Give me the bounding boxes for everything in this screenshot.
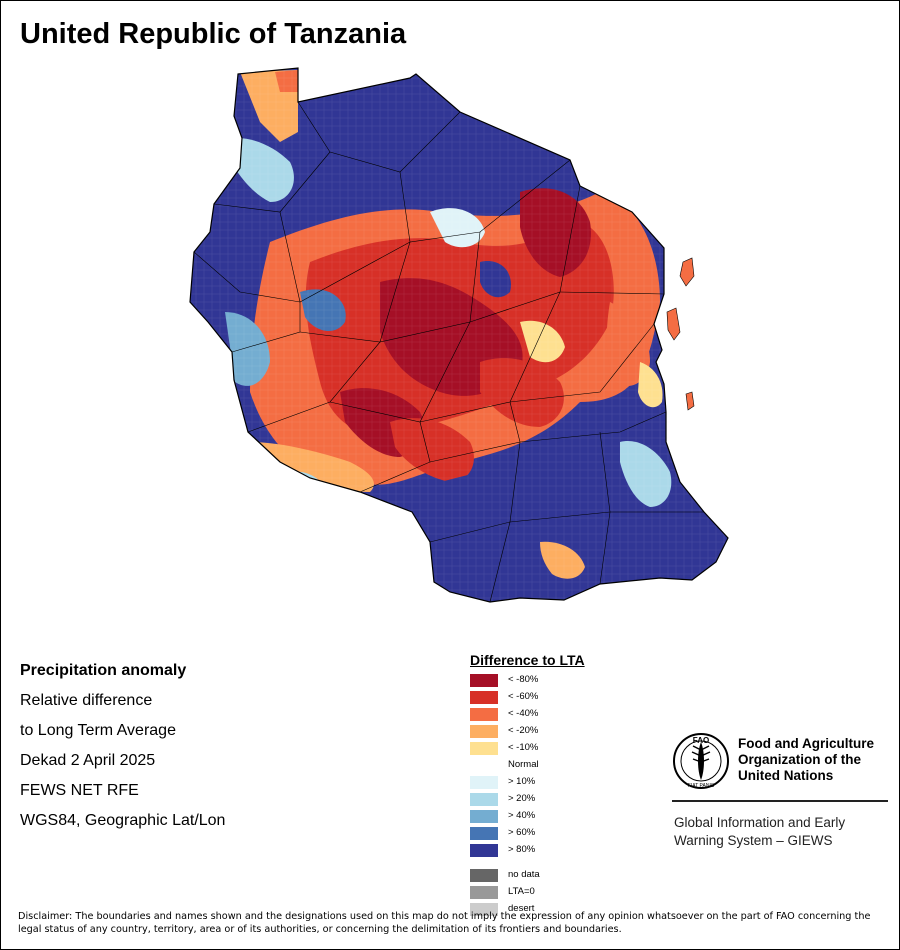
legend-label: > 60%: [508, 827, 536, 838]
map-canvas: [189, 67, 729, 603]
legend-swatch: [470, 674, 498, 687]
info-period: Dekad 2 April 2025: [20, 752, 156, 769]
info-projection: WGS84, Geographic Lat/Lon: [20, 812, 226, 829]
fao-name-line1: Food and Agriculture: [738, 736, 874, 751]
precipitation-anomaly-map: [180, 62, 740, 612]
legend-extra-items: no data LTA=0 desert: [470, 867, 585, 918]
legend-items: < -80% < -60% < -40% < -20% < -10% Normal > 10…: [470, 672, 585, 859]
legend-item: < -10%: [470, 740, 585, 757]
region-boundaries: [193, 101, 704, 603]
legend-label: < -20%: [508, 725, 539, 736]
fao-organization-name: Food and Agriculture Organization of the…: [738, 736, 874, 784]
anomaly-raster: [190, 68, 728, 602]
legend-swatch: [470, 759, 498, 772]
map-title: United Republic of Tanzania: [20, 18, 407, 50]
legend-title: Difference to LTA: [470, 652, 585, 668]
giews-line2: Warning System – GIEWS: [674, 833, 833, 848]
giews-label: Global Information and Early Warning Sys…: [674, 814, 845, 850]
info-source: FEWS NET RFE: [20, 782, 139, 799]
legend-label: > 40%: [508, 810, 536, 821]
legend-swatch: [470, 793, 498, 806]
legend-label: < -60%: [508, 691, 539, 702]
fao-logo-bottom: FIAT PANIS: [688, 783, 715, 789]
legend-swatch: [470, 827, 498, 840]
legend-item: < -40%: [470, 706, 585, 723]
legend-extra-item: no data: [470, 867, 585, 884]
legend-item: < -20%: [470, 723, 585, 740]
legend-label: Normal: [508, 759, 539, 770]
legend-extra-swatch: [470, 869, 498, 882]
legend-swatch: [470, 691, 498, 704]
legend: Difference to LTA < -80% < -60% < -40% < -2…: [470, 652, 585, 918]
legend-extra-swatch: [470, 903, 498, 916]
legend-item: < -80%: [470, 672, 585, 689]
legend-item: Normal: [470, 757, 585, 774]
info-heading: Precipitation anomaly: [20, 662, 187, 679]
legend-extra-item: LTA=0: [470, 884, 585, 901]
info-line2: to Long Term Average: [20, 722, 176, 739]
legend-label: < -10%: [508, 742, 539, 753]
fao-logo-top: FAO: [693, 736, 709, 745]
legend-label: < -80%: [508, 674, 539, 685]
legend-extra-item: desert: [470, 901, 585, 918]
legend-extra-swatch: [470, 886, 498, 899]
legend-swatch: [470, 844, 498, 857]
legend-swatch: [470, 776, 498, 789]
legend-item: > 80%: [470, 842, 585, 859]
fao-logo-icon: FAO FIAT PANIS: [673, 733, 729, 789]
legend-swatch: [470, 708, 498, 721]
disclaimer-text: Disclaimer: The boundaries and names sho…: [18, 911, 871, 935]
map-info-panel: Precipitation anomaly Relative differenc…: [20, 656, 225, 836]
legend-label: > 80%: [508, 844, 536, 855]
legend-swatch: [470, 725, 498, 738]
legend-item: > 10%: [470, 774, 585, 791]
legend-label: < -40%: [508, 708, 539, 719]
fao-name-line3: United Nations: [738, 768, 834, 783]
fao-name-line2: Organization of the: [738, 752, 861, 767]
country-border: [189, 67, 729, 603]
legend-extra-label: no data: [508, 869, 540, 880]
legend-swatch: [470, 742, 498, 755]
legend-extra-label: desert: [508, 903, 535, 914]
legend-item: > 60%: [470, 825, 585, 842]
legend-label: > 10%: [508, 776, 536, 787]
offshore-islands: [666, 257, 695, 411]
legend-extra-label: LTA=0: [508, 886, 535, 897]
legend-item: > 20%: [470, 791, 585, 808]
legend-swatch: [470, 810, 498, 823]
info-line1: Relative difference: [20, 692, 153, 709]
giews-line1: Global Information and Early: [674, 815, 846, 830]
fao-divider: [672, 800, 888, 802]
legend-item: > 40%: [470, 808, 585, 825]
legend-label: > 20%: [508, 793, 536, 804]
legend-item: < -60%: [470, 689, 585, 706]
